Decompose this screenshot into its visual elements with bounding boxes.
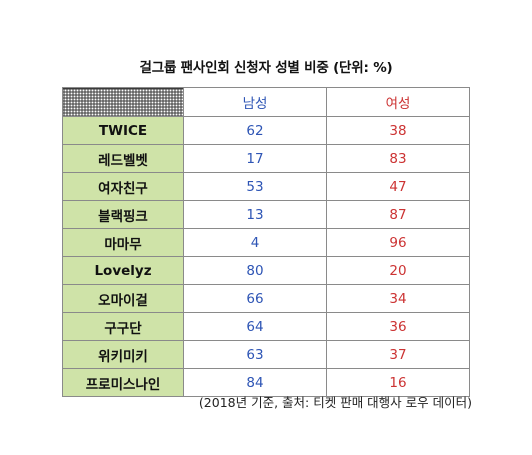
table-row: TWICE 62 38 (62, 116, 470, 145)
male-value: 64 (183, 312, 327, 341)
male-value: 62 (183, 116, 327, 145)
table-row: 프로미스나인 84 16 (62, 368, 470, 397)
table-row: 여자친구 53 47 (62, 172, 470, 201)
male-value: 66 (183, 284, 327, 313)
female-value: 16 (326, 368, 470, 397)
male-value: 4 (183, 228, 327, 257)
group-name-label: 여자친구 (62, 172, 184, 201)
male-value: 80 (183, 256, 327, 285)
table-row: 마마무 4 96 (62, 228, 470, 257)
group-name-label: 구구단 (62, 312, 184, 341)
female-value: 96 (326, 228, 470, 257)
group-name-label: 마마무 (62, 228, 184, 257)
female-value: 37 (326, 340, 470, 369)
male-value: 63 (183, 340, 327, 369)
chart-title: 걸그룹 팬사인회 신청자 성별 비중 (단위: %) (139, 60, 393, 76)
table-row: 블랙핑크 13 87 (62, 200, 470, 229)
female-value: 38 (326, 116, 470, 145)
group-name-label: 위키미키 (62, 340, 184, 369)
table-row: 레드벨벳 17 83 (62, 144, 470, 173)
table-row: 위키미키 63 37 (62, 340, 470, 369)
corner-cell (62, 87, 184, 117)
column-header-male: 남성 (183, 87, 327, 117)
table-row: 오마이걸 66 34 (62, 284, 470, 313)
table-row: Lovelyz 80 20 (62, 256, 470, 285)
female-value: 47 (326, 172, 470, 201)
table-row: 구구단 64 36 (62, 312, 470, 341)
female-value: 36 (326, 312, 470, 341)
group-name-label: Lovelyz (62, 256, 184, 285)
male-value: 53 (183, 172, 327, 201)
source-note: (2018년 기준, 출처: 티켓 판매 대행사 로우 데이터) (198, 395, 472, 410)
male-value: 13 (183, 200, 327, 229)
female-value: 34 (326, 284, 470, 313)
table-header-row: 남성 여성 (62, 87, 470, 117)
gender-ratio-table: 남성 여성 TWICE 62 38 레드벨벳 17 83 여자친구 53 47 블랙핑크 13 87 마… (62, 87, 470, 397)
female-value: 83 (326, 144, 470, 173)
female-value: 20 (326, 256, 470, 285)
group-name-label: TWICE (62, 116, 184, 145)
group-name-label: 프로미스나인 (62, 368, 184, 397)
male-value: 17 (183, 144, 327, 173)
group-name-label: 오마이걸 (62, 284, 184, 313)
group-name-label: 레드벨벳 (62, 144, 184, 173)
column-header-female: 여성 (326, 87, 470, 117)
female-value: 87 (326, 200, 470, 229)
group-name-label: 블랙핑크 (62, 200, 184, 229)
